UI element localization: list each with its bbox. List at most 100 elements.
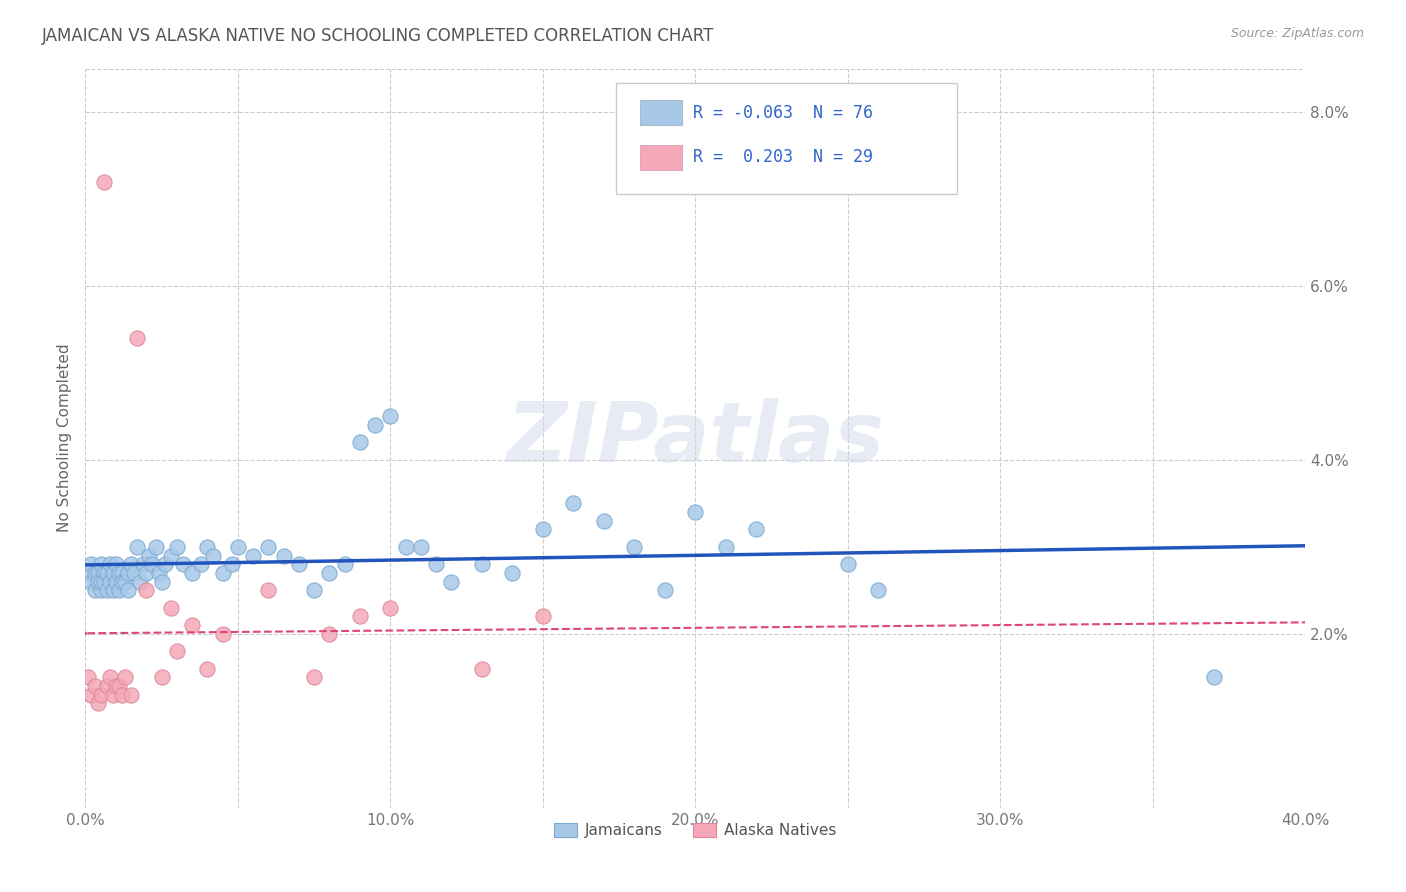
Point xyxy=(592,514,614,528)
Point xyxy=(623,540,645,554)
Point xyxy=(108,679,131,693)
Point xyxy=(127,540,149,554)
Point xyxy=(166,540,188,554)
Point xyxy=(77,670,100,684)
Point xyxy=(380,600,402,615)
Point xyxy=(172,558,194,572)
Point xyxy=(318,566,340,580)
Point xyxy=(96,679,118,693)
Point xyxy=(409,540,432,554)
Point xyxy=(90,688,112,702)
Point xyxy=(211,566,233,580)
Point xyxy=(83,679,105,693)
Point xyxy=(98,670,121,684)
Point xyxy=(127,331,149,345)
Point xyxy=(837,558,859,572)
Point xyxy=(129,574,152,589)
Point xyxy=(120,558,142,572)
Point xyxy=(159,549,181,563)
Point xyxy=(108,583,131,598)
Point xyxy=(135,583,157,598)
Point xyxy=(654,583,676,598)
Point xyxy=(501,566,523,580)
Legend: Jamaicans, Alaska Natives: Jamaicans, Alaska Natives xyxy=(548,817,842,845)
Point xyxy=(104,574,127,589)
Point xyxy=(83,566,105,580)
Point xyxy=(302,670,325,684)
Point xyxy=(195,540,218,554)
Text: Source: ZipAtlas.com: Source: ZipAtlas.com xyxy=(1230,27,1364,40)
Point xyxy=(114,574,136,589)
Point xyxy=(318,627,340,641)
Point xyxy=(257,540,280,554)
Point xyxy=(714,540,737,554)
FancyBboxPatch shape xyxy=(640,145,682,169)
Point xyxy=(111,574,134,589)
Point xyxy=(745,523,768,537)
Point xyxy=(80,574,103,589)
Point xyxy=(96,583,118,598)
Point xyxy=(349,609,371,624)
Point xyxy=(80,558,103,572)
Point xyxy=(111,566,134,580)
Point xyxy=(202,549,225,563)
Point xyxy=(1202,670,1225,684)
Point xyxy=(83,583,105,598)
Point xyxy=(471,662,494,676)
Point xyxy=(153,558,176,572)
Point xyxy=(364,418,387,433)
Point xyxy=(90,574,112,589)
Point xyxy=(333,558,356,572)
Point xyxy=(86,574,108,589)
Point xyxy=(93,574,115,589)
Point xyxy=(108,566,131,580)
Point xyxy=(101,566,124,580)
Point xyxy=(93,175,115,189)
Point xyxy=(166,644,188,658)
FancyBboxPatch shape xyxy=(640,100,682,126)
Point xyxy=(93,566,115,580)
Point xyxy=(122,566,145,580)
Point xyxy=(145,540,167,554)
Point xyxy=(181,618,204,632)
Point xyxy=(101,688,124,702)
Point xyxy=(77,566,100,580)
Point xyxy=(80,688,103,702)
Point xyxy=(440,574,463,589)
Point xyxy=(226,540,249,554)
Text: JAMAICAN VS ALASKA NATIVE NO SCHOOLING COMPLETED CORRELATION CHART: JAMAICAN VS ALASKA NATIVE NO SCHOOLING C… xyxy=(42,27,714,45)
Point xyxy=(101,583,124,598)
Point xyxy=(257,583,280,598)
Point xyxy=(98,574,121,589)
Point xyxy=(111,688,134,702)
Point xyxy=(562,496,585,510)
Point xyxy=(302,583,325,598)
Point xyxy=(117,566,139,580)
Point xyxy=(132,558,155,572)
Point xyxy=(96,566,118,580)
Point xyxy=(181,566,204,580)
Point xyxy=(138,549,160,563)
Point xyxy=(195,662,218,676)
Point xyxy=(190,558,212,572)
Point xyxy=(242,549,264,563)
Point xyxy=(394,540,416,554)
Point xyxy=(104,679,127,693)
Point xyxy=(135,566,157,580)
Y-axis label: No Schooling Completed: No Schooling Completed xyxy=(58,343,72,533)
Point xyxy=(471,558,494,572)
Point xyxy=(120,688,142,702)
Point xyxy=(211,627,233,641)
Point xyxy=(159,600,181,615)
Text: R = -0.063  N = 76: R = -0.063 N = 76 xyxy=(693,103,873,122)
Point xyxy=(98,558,121,572)
Point xyxy=(90,558,112,572)
Point xyxy=(114,670,136,684)
Point xyxy=(141,558,163,572)
Point xyxy=(221,558,243,572)
FancyBboxPatch shape xyxy=(616,83,957,194)
Point xyxy=(148,566,170,580)
Point xyxy=(531,523,554,537)
Text: R =  0.203  N = 29: R = 0.203 N = 29 xyxy=(693,148,873,166)
Point xyxy=(86,566,108,580)
